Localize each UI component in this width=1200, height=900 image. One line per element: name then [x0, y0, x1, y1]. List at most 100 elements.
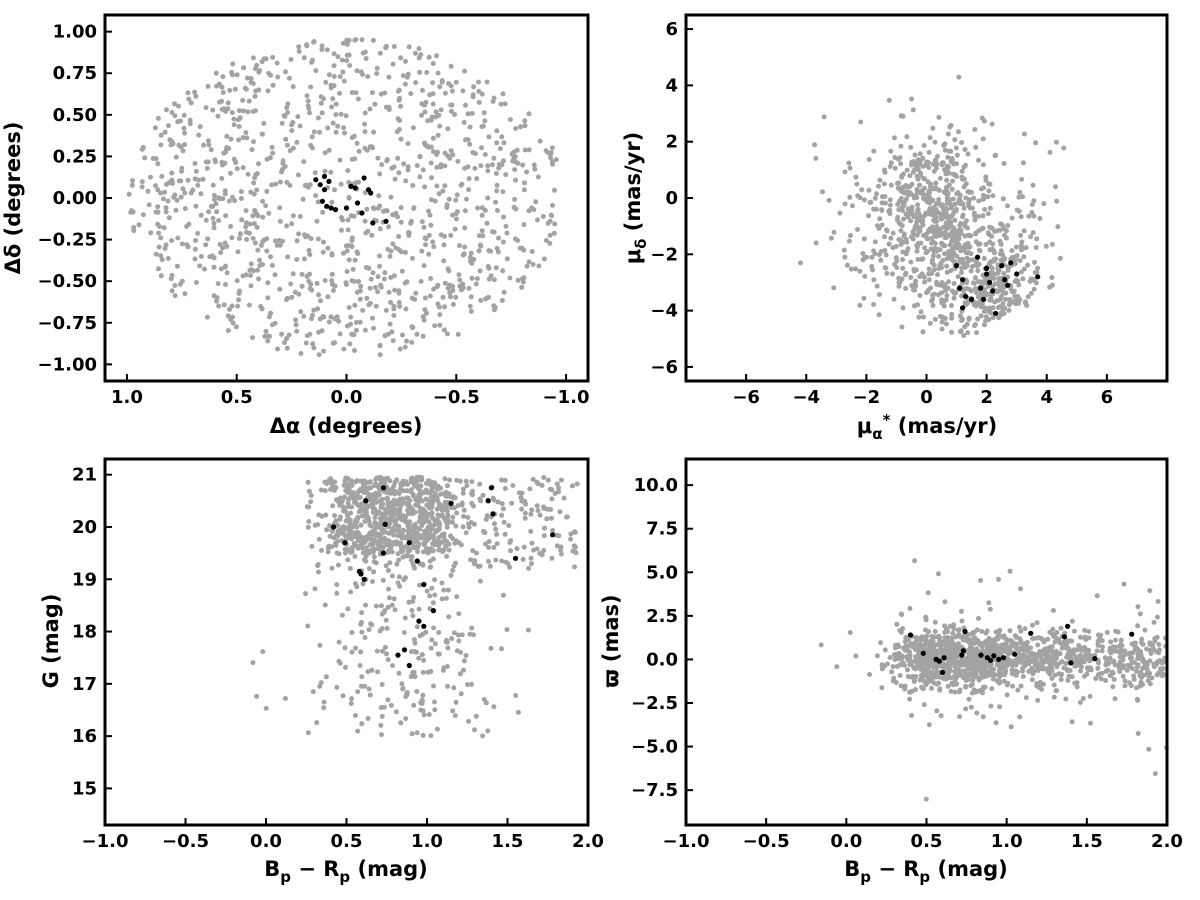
plx-field-point	[909, 641, 915, 647]
pm-member-point	[1005, 282, 1011, 288]
cmd-field-point	[359, 721, 365, 727]
cmd-field-point	[500, 506, 506, 512]
cmd-field-point	[334, 582, 340, 588]
pm-field-point	[831, 229, 837, 235]
cmd-field-point	[430, 600, 436, 606]
sky-field-point	[230, 61, 236, 67]
sky-field-point	[437, 123, 443, 129]
sky-field-point	[318, 298, 323, 304]
sky-field-point	[501, 140, 507, 146]
pm-field-point	[944, 177, 950, 183]
cmd-field-point	[409, 608, 415, 613]
sky-field-point	[410, 255, 415, 261]
sky-field-point	[331, 74, 337, 79]
sky-field-point	[316, 329, 322, 335]
sky-field-point	[259, 59, 265, 65]
pm-field-point	[1037, 216, 1043, 221]
sky-field-point	[548, 155, 554, 161]
sky-field-point	[393, 245, 399, 251]
cmd-field-point	[366, 686, 372, 692]
plx-field-point	[1110, 684, 1116, 690]
sky-field-point	[245, 109, 251, 115]
cmd-field-point	[380, 501, 386, 507]
sky-field-point	[383, 45, 389, 51]
plx-field-point	[900, 660, 906, 666]
pm-field-point	[813, 240, 819, 246]
plx-field-point	[928, 650, 934, 656]
cmd-field-point	[428, 733, 434, 739]
sky-field-point	[369, 232, 375, 238]
cmd-field-point	[421, 657, 427, 663]
cmd-field-point	[510, 483, 516, 488]
plx-field-point	[1072, 660, 1078, 666]
cmd-field-point	[375, 669, 381, 675]
cmd-field-point	[377, 510, 383, 516]
sky-field-point	[434, 164, 440, 170]
plx-field-point	[1105, 667, 1111, 673]
sky-field-point	[230, 320, 236, 326]
plx-field-point	[907, 696, 913, 702]
sky-field-point	[242, 85, 248, 91]
cmd-field-point	[471, 632, 476, 638]
sky-field-point	[158, 273, 164, 279]
plx-field-point	[1013, 643, 1019, 649]
pm-field-point	[962, 147, 968, 152]
pm-field-point	[937, 229, 942, 235]
pm-field-point	[923, 210, 929, 216]
sky-field-point	[337, 331, 343, 337]
cmd-field-point	[528, 528, 534, 534]
sky-field-point	[221, 106, 227, 112]
cmd-member-point	[414, 558, 420, 564]
sky-field-point	[390, 338, 396, 344]
sky-field-point	[223, 213, 229, 219]
sky-field-point	[422, 184, 428, 190]
sky-field-point	[529, 249, 535, 254]
sky-field-point	[273, 238, 278, 244]
pm-field-point	[923, 231, 929, 237]
pm-field-point	[932, 158, 938, 164]
sky-field-point	[311, 129, 317, 135]
cmd-field-point	[573, 550, 579, 556]
cmd-field-point	[450, 514, 456, 520]
pm-field-point	[943, 297, 949, 303]
plx-field-point	[922, 642, 928, 648]
pm-field-point	[917, 162, 923, 168]
cmd-field-point	[316, 536, 322, 542]
sky-field-point	[341, 78, 347, 84]
plx-field-point	[1158, 666, 1163, 672]
sky-field-point	[370, 37, 376, 43]
cmd-field-point	[343, 664, 348, 670]
cmd-field-point	[436, 630, 442, 635]
pm-field-point	[1021, 254, 1027, 260]
pm-field-point	[957, 313, 963, 319]
sky-field-point	[470, 94, 476, 100]
cmd-field-point	[466, 718, 471, 724]
cmd-field-point	[422, 519, 428, 525]
sky-field-point	[289, 294, 295, 300]
plx-field-point	[1134, 668, 1139, 674]
sky-field-point	[329, 271, 335, 277]
plx-field-point	[913, 654, 919, 660]
sky-field-point	[476, 88, 482, 94]
cmd-field-point	[389, 573, 395, 579]
pm-field-point	[990, 193, 996, 199]
cmd-field-point	[463, 478, 469, 484]
pm-field-point	[986, 181, 992, 187]
sky-member-point	[361, 175, 367, 181]
sky-field-point	[396, 97, 402, 103]
pm-field-point	[925, 288, 931, 294]
cmd-field-point	[509, 500, 515, 506]
plx-field-point	[1156, 642, 1162, 647]
cmd-field-point	[535, 508, 541, 513]
sky-field-point	[426, 232, 432, 238]
sky-field-point	[289, 221, 295, 227]
sky-field-point	[193, 203, 199, 209]
pm-field-point	[994, 228, 1000, 234]
cmd-field-point	[305, 524, 311, 530]
sky-field-point	[533, 199, 539, 205]
sky-field-point	[234, 278, 240, 284]
sky-field-point	[219, 176, 225, 181]
pm-field-point	[983, 318, 988, 324]
cmd-member-point	[448, 500, 454, 506]
sky-field-point	[365, 74, 371, 79]
